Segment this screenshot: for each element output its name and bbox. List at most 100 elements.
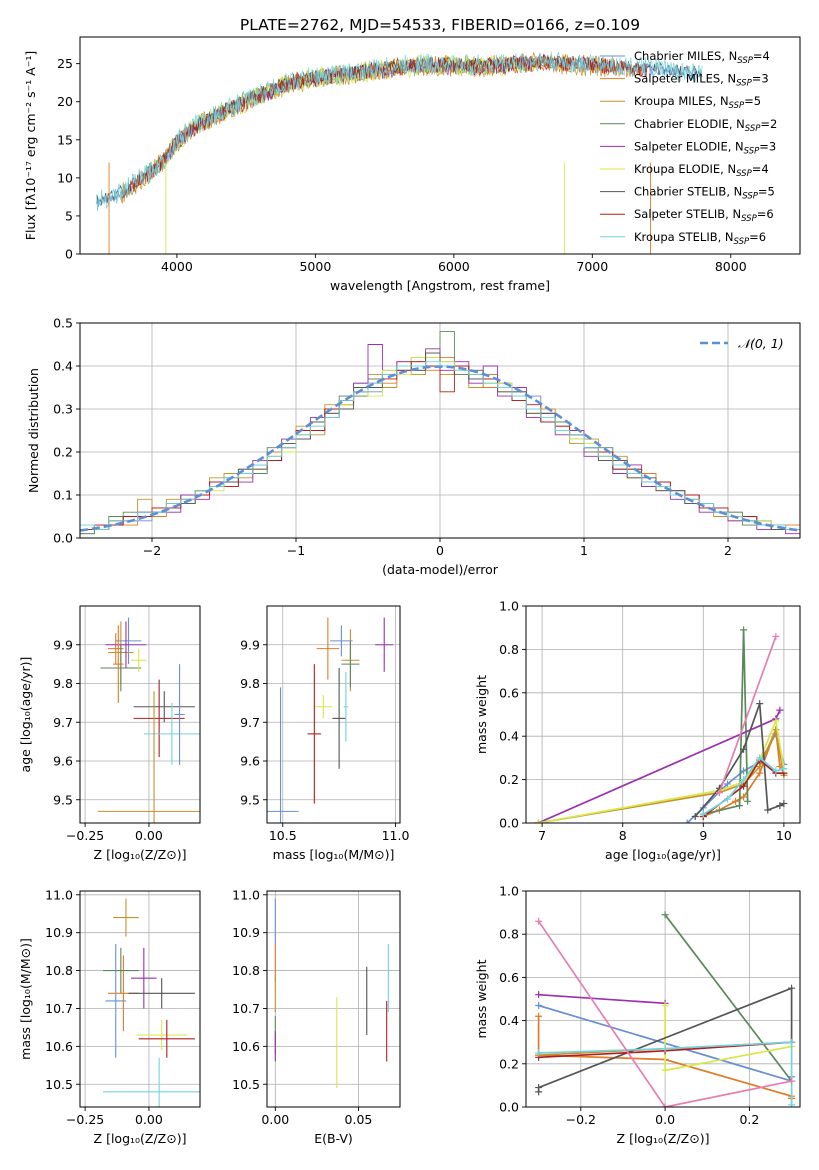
y-tick-label: 0.4 (499, 729, 519, 744)
weight-marker (661, 1045, 669, 1053)
axes-frame (525, 890, 801, 1108)
weight-marker (661, 1103, 669, 1107)
x-tick-label: 8000 (715, 259, 747, 274)
y-tick-label: 0.2 (499, 772, 519, 787)
weight-marker (744, 797, 752, 805)
y-axis-label: age [log₁₀(age/yr)] (18, 657, 33, 773)
y-axis-label: mass [log₁₀(M/M⊙)] (18, 938, 33, 1060)
weight-marker (772, 726, 780, 734)
panel-mass_vs_age: 10.5 11.0 9.5 9.6 9.7 9.8 9.9 mass [log₁₀(M/M⊙)… (240, 605, 410, 862)
normal-curve (80, 365, 800, 532)
weight-line (537, 726, 785, 823)
plot-area (534, 626, 788, 823)
y-tick-label: 0.0 (499, 1100, 519, 1115)
y-tick-label: 10.8 (45, 963, 73, 978)
weight-line (538, 993, 666, 1005)
x-axis-label: (data-model)/error (382, 562, 499, 577)
figure-title: PLATE=2762, MJD=54533, FIBERID=0166, z=0… (240, 16, 640, 34)
y-tick-label: 9.8 (53, 676, 73, 691)
x-tick-label: 10 (776, 828, 792, 843)
y-tick-label: 9.5 (53, 792, 73, 807)
y-tick-label: 11.0 (45, 887, 73, 902)
legend-label: Chabrier MILES, NSSP=4 (634, 49, 770, 66)
weight-marker (535, 1012, 543, 1020)
axes-frame (79, 890, 201, 1108)
x-tick-label: 11.0 (382, 828, 410, 843)
weight-marker (740, 776, 748, 784)
y-tick-label: 10.5 (232, 1077, 260, 1092)
weight-marker (740, 767, 748, 775)
weight-marker (732, 797, 740, 805)
weight-marker (780, 765, 788, 773)
y-tick-label: 10.7 (232, 1001, 260, 1016)
weight-marker (534, 819, 542, 823)
panel-age_vs_weight: 7 8 9 10 0.0 0.2 0.4 0.6 0.8 1.0 age [log₁₀(age/yr… (474, 599, 801, 862)
y-tick-label: 0.1 (53, 488, 73, 503)
y-tick-label: 0.0 (53, 531, 73, 546)
x-tick-label: 10.5 (269, 828, 297, 843)
y-tick-label: 10.9 (232, 925, 260, 940)
y-tick-label: 9.9 (53, 637, 73, 652)
plot-area (80, 331, 800, 538)
x-axis-label: mass [log₁₀(M/M⊙)] (273, 847, 395, 862)
x-axis-label: E(B-V) (314, 1131, 353, 1146)
x-tick-label: 1 (580, 543, 588, 558)
y-axis-label: Flux [fλ10⁻¹⁷ erg cm⁻² s⁻¹ A⁻¹] (23, 51, 38, 240)
panel-ebv_vs_mass: 0.00 0.05 10.5 10.6 10.7 10.8 10.9 11.0 E(B-V) (232, 887, 401, 1146)
weight-marker (683, 819, 691, 823)
weight-line (664, 1005, 792, 1072)
x-tick-label: 9 (699, 828, 707, 843)
panel-Z_vs_mass: −0.25 0.00 10.5 10.6 10.7 10.8 10.9 11.0 Z [log₁… (18, 887, 201, 1146)
y-tick-label: 0.8 (499, 927, 519, 942)
y-tick-label: 0.0 (499, 816, 519, 831)
weight-marker (788, 1077, 796, 1085)
y-tick-label: 0.5 (53, 316, 73, 331)
weight-line (718, 636, 777, 793)
weight-marker (736, 802, 744, 810)
legend-label: Salpeter STELIB, NSSP=6 (634, 207, 774, 224)
weight-marker (764, 806, 772, 814)
weight-marker (535, 1001, 543, 1009)
y-tick-label: 10.6 (45, 1039, 73, 1054)
plot-area (274, 898, 389, 1089)
legend-label: Kroupa ELODIE, NSSP=4 (634, 162, 769, 179)
weight-marker (756, 754, 764, 762)
y-tick-label: 9.7 (53, 715, 73, 730)
weight-marker (776, 802, 784, 810)
y-tick-label: 20 (57, 94, 73, 109)
weight-marker (723, 795, 731, 803)
y-tick-label: 9.6 (240, 754, 260, 769)
y-tick-label: 9.9 (240, 637, 260, 652)
weight-marker (661, 1001, 669, 1009)
panel-Z_vs_weight: −0.2 0.0 0.2 0.0 0.2 0.4 0.6 0.8 1.0 Z [log₁₀(Z/Z… (474, 884, 801, 1146)
y-tick-label: 9.8 (240, 676, 260, 691)
axes-frame (266, 890, 401, 1108)
x-tick-label: 0.00 (135, 828, 163, 843)
y-tick-label: 0.4 (53, 359, 73, 374)
weight-marker (780, 799, 788, 807)
plot-area (535, 911, 796, 1107)
axes-frame (79, 36, 801, 255)
weight-marker (740, 626, 748, 634)
y-tick-label: 9.7 (240, 715, 260, 730)
legend-label: Chabrier ELODIE, NSSP=2 (634, 117, 777, 134)
y-tick-label: 0.8 (499, 642, 519, 657)
weight-marker (776, 706, 784, 714)
weight-marker (740, 745, 748, 753)
y-tick-label: 11.0 (232, 887, 260, 902)
x-tick-label: 0.00 (135, 1112, 163, 1127)
x-tick-label: 7 (538, 828, 546, 843)
x-tick-label: 5000 (299, 259, 331, 274)
weight-marker (788, 1101, 796, 1107)
y-tick-label: 10.6 (232, 1039, 260, 1054)
y-tick-label: 9.6 (53, 754, 73, 769)
y-tick-label: 0.4 (499, 1013, 519, 1028)
x-tick-label: 0.0 (655, 1112, 675, 1127)
legend-label: Salpeter ELODIE, NSSP=3 (634, 139, 776, 156)
y-axis-label: mass weight (474, 675, 489, 754)
y-tick-label: 5 (65, 208, 73, 223)
weight-marker (699, 810, 707, 818)
weight-marker (756, 763, 764, 771)
weight-line (664, 914, 793, 1082)
y-tick-label: 0 (65, 247, 73, 262)
